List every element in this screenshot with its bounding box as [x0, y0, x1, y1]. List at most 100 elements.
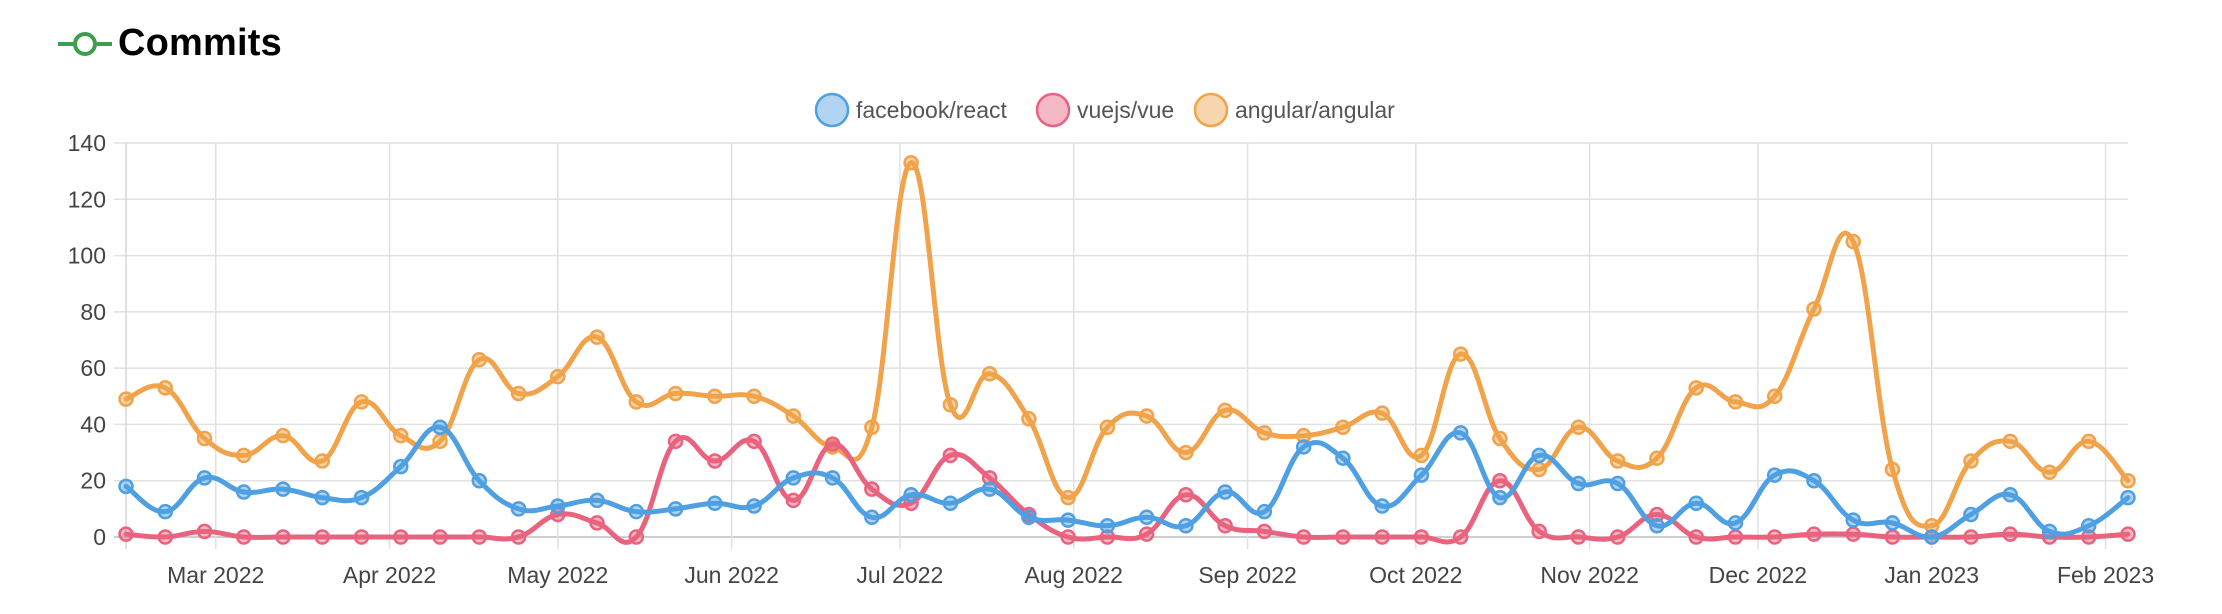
data-point: [1452, 425, 1469, 441]
data-point: [707, 495, 723, 511]
data-point: [1295, 427, 1312, 444]
data-point: [1021, 509, 1037, 526]
data-point: [2120, 526, 2136, 542]
data-point: [275, 481, 291, 497]
x-tick-label: Dec 2022: [1709, 562, 1807, 588]
data-point: [1570, 419, 1587, 435]
x-tick-label: Mar 2022: [167, 562, 264, 588]
data-point: [1256, 425, 1273, 441]
data-point: [471, 472, 488, 489]
data-point: [275, 529, 291, 545]
data-point: [1531, 523, 1547, 540]
data-point: [1178, 444, 1194, 461]
data-point: [393, 529, 409, 545]
data-point: [2041, 464, 2058, 481]
data-point: [1963, 506, 1979, 523]
data-point: [1335, 419, 1351, 435]
data-point: [1335, 529, 1351, 545]
data-point: [1178, 487, 1194, 503]
data-point: [1923, 529, 1940, 545]
data-point: [1295, 439, 1312, 455]
data-point: [746, 433, 762, 450]
data-point: [550, 368, 566, 385]
data-point: [432, 433, 448, 450]
data-point: [864, 419, 880, 435]
data-point: [942, 396, 959, 413]
data-point: [236, 529, 252, 545]
data-point: [824, 436, 841, 452]
data-point: [1688, 529, 1704, 545]
legend-swatch: [1193, 92, 1229, 128]
data-point: [510, 385, 527, 402]
data-point: [2120, 489, 2136, 506]
data-point: [2080, 433, 2097, 450]
data-point: [353, 489, 370, 506]
data-point: [275, 427, 291, 444]
data-point: [785, 492, 802, 509]
data-point: [157, 503, 174, 520]
data-point: [1649, 506, 1665, 523]
data-point: [157, 529, 174, 545]
data-point: [1570, 529, 1587, 545]
data-point: [903, 487, 919, 503]
data-point: [864, 509, 880, 526]
data-point: [2120, 472, 2136, 489]
data-point: [1060, 489, 1076, 506]
series-line: [123, 160, 2131, 529]
data-point: [432, 419, 448, 435]
data-point: [1295, 529, 1312, 545]
data-point: [628, 503, 645, 520]
data-point: [746, 388, 762, 405]
chart-header: Commits: [58, 22, 282, 65]
data-point: [903, 154, 919, 171]
y-tick-label: 100: [68, 243, 106, 269]
x-tick-label: Oct 2022: [1369, 562, 1462, 588]
data-point: [1531, 447, 1547, 464]
data-point: [196, 523, 213, 540]
data-point: [1609, 453, 1626, 469]
data-point: [1688, 495, 1704, 511]
data-point: [1099, 517, 1116, 534]
data-point: [1727, 529, 1744, 545]
data-point: [393, 458, 409, 475]
data-point: [1649, 517, 1665, 534]
series-angular-angular: [118, 154, 2136, 534]
data-point: [353, 394, 370, 410]
data-point: [118, 391, 134, 407]
data-point: [353, 529, 370, 545]
data-point: [1138, 526, 1155, 542]
data-point: [589, 329, 605, 345]
data-point: [471, 529, 488, 545]
y-tick-label: 20: [80, 468, 106, 494]
data-point: [1688, 380, 1704, 396]
data-point: [314, 489, 331, 506]
data-point: [1060, 529, 1076, 545]
data-point: [1099, 529, 1116, 545]
git-commit-icon: [58, 31, 112, 56]
legend: facebook/react vuejs/vue angular/angular: [814, 92, 1395, 128]
data-point: [393, 427, 409, 444]
legend-label: angular/angular: [1235, 97, 1395, 123]
data-point: [1492, 489, 1508, 506]
data-point: [1060, 512, 1076, 528]
x-tick-label: Jul 2022: [856, 562, 943, 588]
data-point: [1806, 301, 1822, 317]
data-point: [1256, 503, 1273, 520]
data-point: [1178, 517, 1194, 534]
series-line: [123, 435, 2131, 545]
y-tick-label: 140: [68, 130, 106, 156]
data-point: [628, 529, 645, 545]
data-point: [1884, 515, 1901, 531]
data-point: [1413, 529, 1430, 545]
data-point: [1452, 346, 1469, 362]
data-point: [1492, 430, 1508, 447]
y-tick-label: 120: [68, 186, 106, 212]
data-point: [1531, 461, 1547, 478]
data-point: [1413, 447, 1430, 464]
data-point: [1374, 405, 1390, 421]
data-point: [1217, 517, 1233, 534]
data-point: [118, 526, 134, 542]
x-tick-label: Feb 2023: [2057, 562, 2154, 588]
data-point: [157, 380, 174, 396]
